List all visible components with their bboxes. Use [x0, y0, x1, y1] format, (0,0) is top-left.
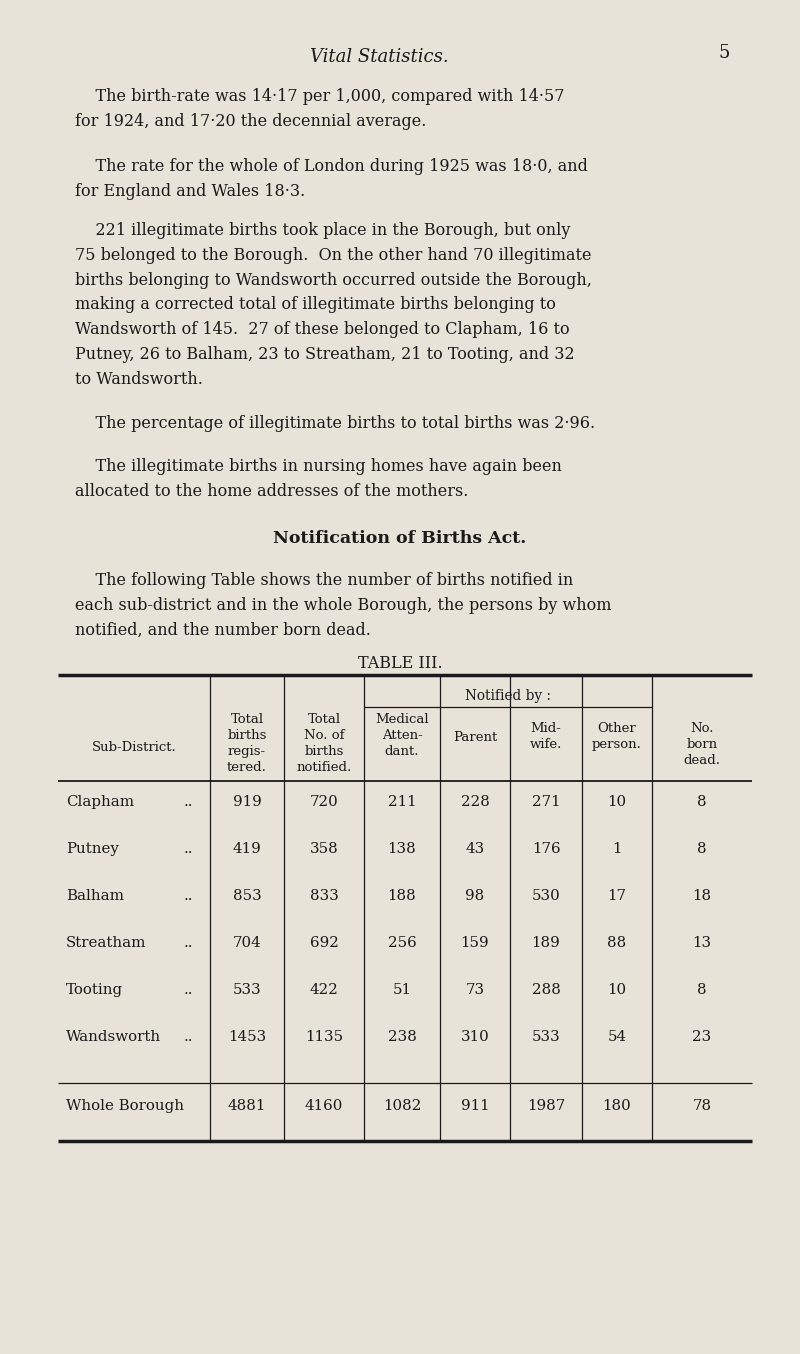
Text: Putney: Putney	[66, 842, 119, 856]
Text: 23: 23	[692, 1030, 712, 1044]
Text: 1987: 1987	[527, 1099, 565, 1113]
Text: 911: 911	[461, 1099, 490, 1113]
Text: 833: 833	[310, 890, 338, 903]
Text: 704: 704	[233, 936, 262, 951]
Text: The illegitimate births in nursing homes have again been
allocated to the home a: The illegitimate births in nursing homes…	[75, 458, 562, 500]
Text: ..: ..	[184, 936, 194, 951]
Text: ..: ..	[184, 795, 194, 808]
Text: ..: ..	[184, 1030, 194, 1044]
Text: 189: 189	[532, 936, 560, 951]
Text: TABLE III.: TABLE III.	[358, 655, 442, 672]
Text: The percentage of illegitimate births to total births was 2·96.: The percentage of illegitimate births to…	[75, 414, 595, 432]
Text: Mid-
wife.: Mid- wife.	[530, 722, 562, 751]
Text: 228: 228	[461, 795, 490, 808]
Text: 51: 51	[393, 983, 411, 997]
Text: Whole Borough: Whole Borough	[66, 1099, 184, 1113]
Text: ..: ..	[184, 983, 194, 997]
Text: Total
births
regis-
tered.: Total births regis- tered.	[227, 714, 267, 774]
Text: 1082: 1082	[383, 1099, 421, 1113]
Text: 138: 138	[388, 842, 416, 856]
Text: 530: 530	[532, 890, 560, 903]
Text: 919: 919	[233, 795, 262, 808]
Text: 54: 54	[607, 1030, 626, 1044]
Text: ..: ..	[184, 890, 194, 903]
Text: 73: 73	[466, 983, 485, 997]
Text: 13: 13	[693, 936, 711, 951]
Text: 180: 180	[602, 1099, 631, 1113]
Text: The following Table shows the number of births notified in
each sub-district and: The following Table shows the number of …	[75, 571, 611, 639]
Text: The rate for the whole of London during 1925 was 18·0, and
for England and Wales: The rate for the whole of London during …	[75, 158, 588, 200]
Text: 211: 211	[388, 795, 416, 808]
Text: 98: 98	[466, 890, 485, 903]
Text: 692: 692	[310, 936, 338, 951]
Text: 720: 720	[310, 795, 338, 808]
Text: Total
No. of
births
notified.: Total No. of births notified.	[296, 714, 352, 774]
Text: Sub-District.: Sub-District.	[92, 741, 176, 754]
Text: 533: 533	[233, 983, 262, 997]
Text: 1453: 1453	[228, 1030, 266, 1044]
Text: 8: 8	[697, 842, 707, 856]
Text: Streatham: Streatham	[66, 936, 146, 951]
Text: 10: 10	[607, 795, 626, 808]
Text: 159: 159	[461, 936, 490, 951]
Text: Notification of Births Act.: Notification of Births Act.	[274, 529, 526, 547]
Text: 4160: 4160	[305, 1099, 343, 1113]
Text: 1135: 1135	[305, 1030, 343, 1044]
Text: Balham: Balham	[66, 890, 124, 903]
Text: 176: 176	[532, 842, 560, 856]
Text: 853: 853	[233, 890, 262, 903]
Text: 43: 43	[466, 842, 485, 856]
Text: Vital Statistics.: Vital Statistics.	[310, 47, 449, 66]
Text: Notified by :: Notified by :	[465, 689, 551, 703]
Text: 88: 88	[607, 936, 626, 951]
Text: 10: 10	[607, 983, 626, 997]
Text: 188: 188	[388, 890, 416, 903]
Text: 271: 271	[532, 795, 560, 808]
Text: Clapham: Clapham	[66, 795, 134, 808]
Text: 358: 358	[310, 842, 338, 856]
Text: ..: ..	[184, 842, 194, 856]
Text: 17: 17	[607, 890, 626, 903]
Text: Tooting: Tooting	[66, 983, 123, 997]
Text: 256: 256	[388, 936, 416, 951]
Text: No.
born
dead.: No. born dead.	[683, 722, 721, 766]
Text: 78: 78	[693, 1099, 711, 1113]
Text: Other
person.: Other person.	[592, 722, 642, 751]
Text: Wandsworth: Wandsworth	[66, 1030, 161, 1044]
Text: 5: 5	[718, 43, 730, 62]
Text: 1: 1	[612, 842, 622, 856]
Text: 8: 8	[697, 983, 707, 997]
Text: 238: 238	[387, 1030, 417, 1044]
Text: Parent: Parent	[453, 731, 497, 743]
Text: 288: 288	[531, 983, 561, 997]
Text: 18: 18	[693, 890, 711, 903]
Text: 422: 422	[310, 983, 338, 997]
Text: 4881: 4881	[228, 1099, 266, 1113]
Text: 8: 8	[697, 795, 707, 808]
Text: Medical
Atten-
dant.: Medical Atten- dant.	[375, 714, 429, 758]
Text: The birth-rate was 14·17 per 1,000, compared with 14·57
for 1924, and 17·20 the : The birth-rate was 14·17 per 1,000, comp…	[75, 88, 565, 130]
Text: 419: 419	[233, 842, 262, 856]
Text: 310: 310	[461, 1030, 490, 1044]
Text: 533: 533	[532, 1030, 560, 1044]
Text: 221 illegitimate births took place in the Borough, but only
75 belonged to the B: 221 illegitimate births took place in th…	[75, 222, 592, 387]
